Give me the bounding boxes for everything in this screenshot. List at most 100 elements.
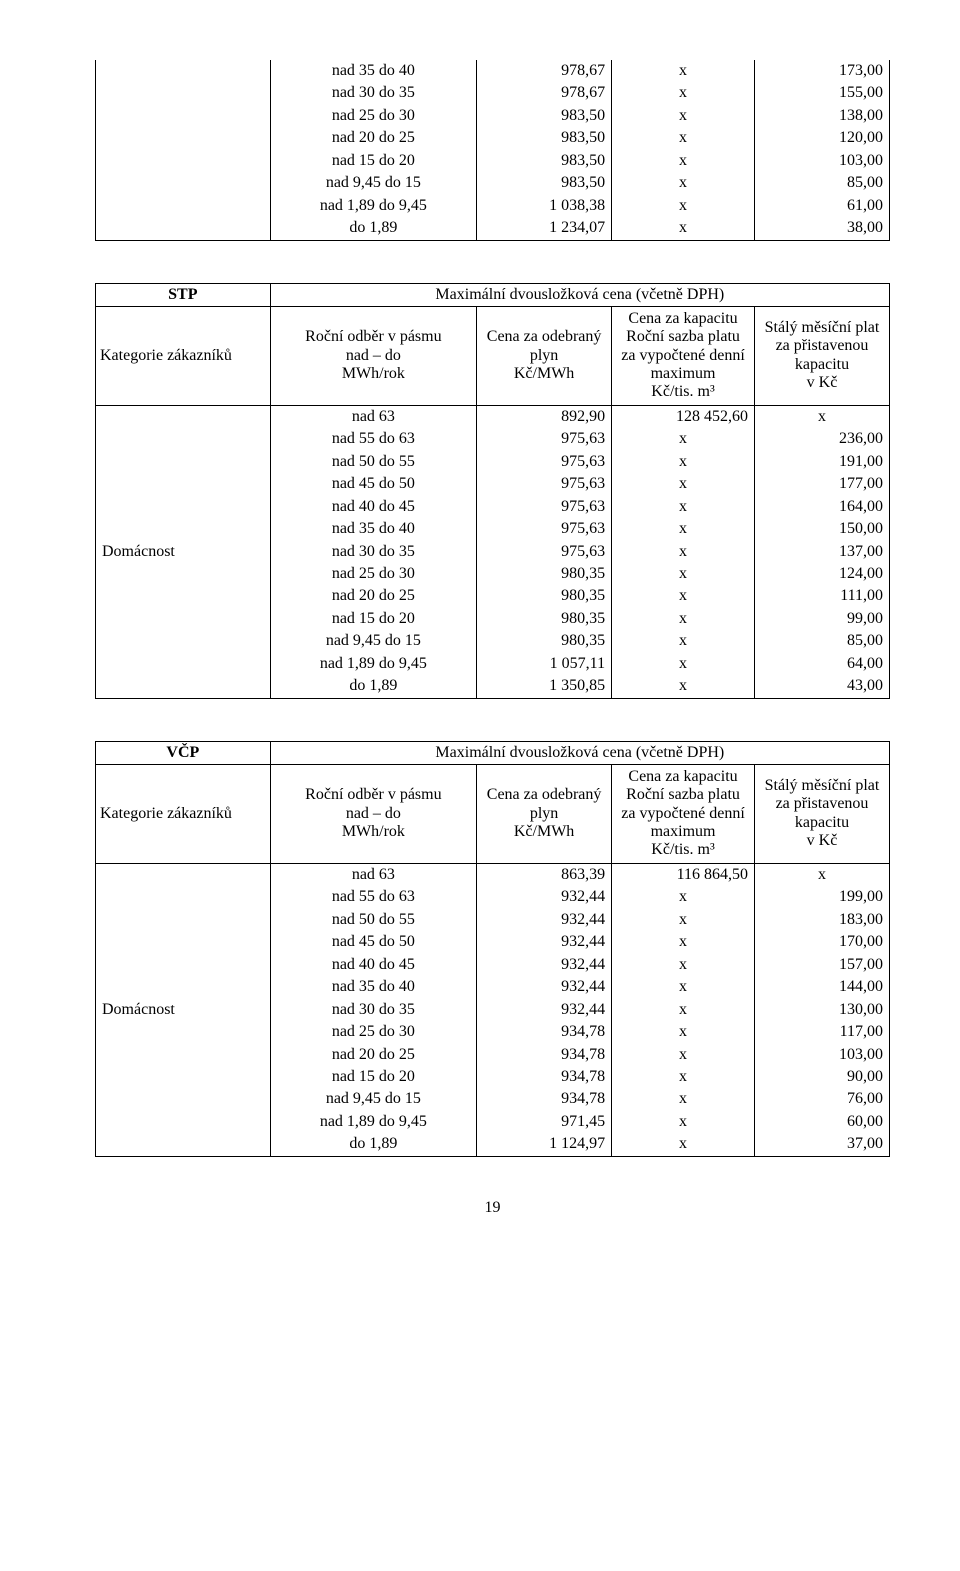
- table-cell: 85,00: [755, 172, 889, 194]
- table-cell: nad 20 do 25: [271, 585, 476, 607]
- table-cell: 1 124,97: [477, 1133, 611, 1155]
- table-cell: 863,39: [477, 864, 611, 886]
- table-cell: 975,63: [477, 428, 611, 450]
- table-cell: nad 40 do 45: [271, 954, 476, 976]
- table-cell: 892,90: [477, 406, 611, 428]
- data-column: 892,90975,63975,63975,63975,63975,63975,…: [477, 405, 612, 698]
- table-cell: 983,50: [477, 127, 611, 149]
- table-cell: 932,44: [477, 909, 611, 931]
- table-cell: 1 234,07: [477, 217, 611, 239]
- table-cell: x: [755, 864, 889, 886]
- data-column: x199,00183,00170,00157,00144,00130,00117…: [754, 863, 889, 1156]
- table-cell: nad 20 do 25: [271, 127, 476, 149]
- table-cell: 173,00: [755, 60, 889, 82]
- table-cell: x: [612, 60, 754, 82]
- table-cell: 983,50: [477, 105, 611, 127]
- table-cell: nad 15 do 20: [271, 608, 476, 630]
- table-cell: 975,63: [477, 496, 611, 518]
- pricing-table: VČPMaximální dvousložková cena (včetně D…: [95, 741, 890, 1157]
- table-cell: 155,00: [755, 82, 889, 104]
- table-cell: x: [612, 563, 754, 585]
- pricing-table: STPMaximální dvousložková cena (včetně D…: [95, 283, 890, 699]
- table-cell: nad 30 do 35: [271, 999, 476, 1021]
- col-header-band: Roční odběr v pásmu nad – do MWh/rok: [270, 764, 476, 863]
- table-cell: 128 452,60: [612, 406, 754, 428]
- table-cell: 932,44: [477, 954, 611, 976]
- partial-continuation-table: nad 35 do 40nad 30 do 35nad 25 do 30nad …: [95, 60, 890, 241]
- partial-cap-col: xxxxxxxx: [612, 60, 755, 240]
- table-cell: 144,00: [755, 976, 889, 998]
- table-cell: x: [612, 954, 754, 976]
- category-label: Domácnost: [96, 863, 271, 1156]
- table-cell: 971,45: [477, 1111, 611, 1133]
- category-label: Domácnost: [96, 405, 271, 698]
- col-header-band: Roční odběr v pásmu nad – do MWh/rok: [270, 306, 476, 405]
- partial-left-empty: [96, 60, 271, 240]
- table-cell: x: [612, 518, 754, 540]
- table-cell: nad 35 do 40: [271, 60, 476, 82]
- table-cell: 983,50: [477, 150, 611, 172]
- table-cell: 183,00: [755, 909, 889, 931]
- table-cell: x: [612, 451, 754, 473]
- table-cell: nad 35 do 40: [271, 518, 476, 540]
- col-header-gas: Cena za odebraný plyn Kč/MWh: [477, 306, 612, 405]
- table-cell: 983,50: [477, 172, 611, 194]
- table-cell: 124,00: [755, 563, 889, 585]
- col-header-category: Kategorie zákazníků: [96, 306, 271, 405]
- table-cell: x: [612, 630, 754, 652]
- table-cell: nad 25 do 30: [271, 563, 476, 585]
- table-cell: x: [612, 886, 754, 908]
- table-cell: 975,63: [477, 473, 611, 495]
- table-cell: x: [612, 82, 754, 104]
- table-cell: 64,00: [755, 653, 889, 675]
- table-cell: 980,35: [477, 585, 611, 607]
- partial-band-col: nad 35 do 40nad 30 do 35nad 25 do 30nad …: [270, 60, 476, 240]
- table-cell: 975,63: [477, 518, 611, 540]
- table-cell: 117,00: [755, 1021, 889, 1043]
- table-cell: nad 1,89 do 9,45: [271, 653, 476, 675]
- table-cell: 138,00: [755, 105, 889, 127]
- table-cell: x: [612, 675, 754, 697]
- table-cell: 978,67: [477, 82, 611, 104]
- table-cell: x: [612, 105, 754, 127]
- table-cell: 932,44: [477, 931, 611, 953]
- table-cell: x: [612, 1044, 754, 1066]
- table-cell: 932,44: [477, 999, 611, 1021]
- table-cell: x: [612, 1111, 754, 1133]
- col-header-fixed: Stálý měsíční plat za přistavenou kapaci…: [754, 306, 889, 405]
- data-column: nad 63nad 55 do 63nad 50 do 55nad 45 do …: [270, 405, 476, 698]
- table-cell: 932,44: [477, 886, 611, 908]
- table-cell: 43,00: [755, 675, 889, 697]
- data-column: 116 864,50xxxxxxxxxxxx: [612, 863, 755, 1156]
- table-cell: nad 63: [271, 406, 476, 428]
- table-cell: x: [612, 999, 754, 1021]
- table-cell: nad 30 do 35: [271, 82, 476, 104]
- data-column: 863,39932,44932,44932,44932,44932,44932,…: [477, 863, 612, 1156]
- table-title: Maximální dvousložková cena (včetně DPH): [270, 283, 889, 306]
- table-cell: 177,00: [755, 473, 889, 495]
- table-cell: x: [612, 1021, 754, 1043]
- table-title: Maximální dvousložková cena (včetně DPH): [270, 741, 889, 764]
- table-cell: nad 20 do 25: [271, 1044, 476, 1066]
- table-cell: do 1,89: [271, 1133, 476, 1155]
- table-cell: x: [612, 541, 754, 563]
- table-cell: nad 30 do 35: [271, 541, 476, 563]
- col-header-capacity: Cena za kapacitu Roční sazba platu za vy…: [612, 306, 755, 405]
- table-cell: 157,00: [755, 954, 889, 976]
- table-cell: x: [612, 608, 754, 630]
- col-header-category: Kategorie zákazníků: [96, 764, 271, 863]
- table-cell: x: [612, 127, 754, 149]
- table-cell: x: [612, 172, 754, 194]
- table-cell: nad 50 do 55: [271, 451, 476, 473]
- table-cell: 980,35: [477, 563, 611, 585]
- table-cell: x: [612, 585, 754, 607]
- table-cell: 975,63: [477, 541, 611, 563]
- table-cell: nad 15 do 20: [271, 150, 476, 172]
- table-cell: 111,00: [755, 585, 889, 607]
- table-cell: x: [755, 406, 889, 428]
- table-cell: nad 55 do 63: [271, 428, 476, 450]
- table-cell: nad 55 do 63: [271, 886, 476, 908]
- table-cell: 934,78: [477, 1044, 611, 1066]
- table-cell: 103,00: [755, 150, 889, 172]
- table-cell: 120,00: [755, 127, 889, 149]
